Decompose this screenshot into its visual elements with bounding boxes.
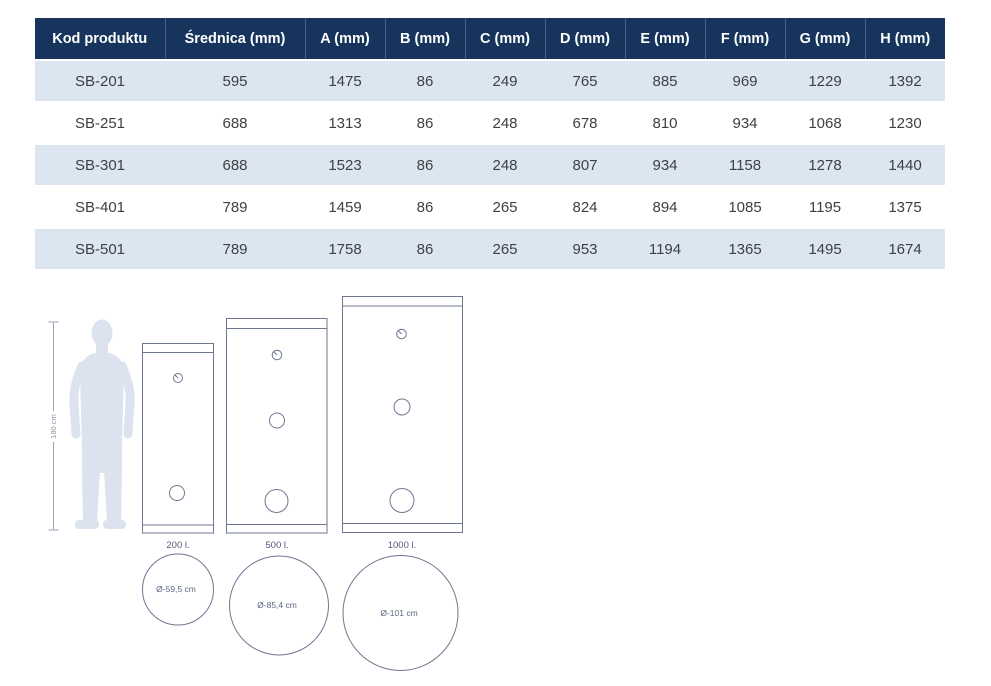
table-cell: 249 — [465, 60, 545, 103]
table-cell: SB-301 — [35, 144, 165, 187]
column-header: Średnica (mm) — [164, 18, 305, 61]
table-cell: 1365 — [705, 228, 785, 271]
table-cell: 265 — [465, 186, 545, 229]
human-figure-silhouette — [69, 319, 135, 529]
footprint-circles — [142, 553, 459, 671]
table-cell: 1440 — [865, 144, 945, 187]
table-cell: 969 — [705, 60, 785, 103]
size-comparison-diagram: 180 cm 200 l. — [48, 296, 463, 671]
table-cell: 1758 — [305, 228, 385, 271]
header-row: Kod produktu Średnica (mm) A (mm) B (mm)… — [35, 18, 945, 61]
footprint-circle-1000l — [342, 555, 459, 671]
table-cell: 1278 — [785, 144, 865, 187]
tank-500l — [226, 318, 328, 534]
table-cell: SB-251 — [35, 102, 165, 145]
column-header: E (mm) — [624, 18, 705, 61]
port-circle-large — [169, 485, 185, 501]
table-row: SB-501 789 1758 86 265 953 1194 1365 149… — [35, 228, 945, 271]
table-cell: 248 — [465, 144, 545, 187]
diameter-label: Ø-101 cm — [380, 608, 417, 618]
tank-label: 500 l. — [265, 540, 288, 551]
table-row: SB-401 789 1459 86 265 824 894 1085 1195… — [35, 186, 945, 229]
gauge-icon — [396, 328, 407, 340]
tank-outline — [142, 343, 214, 534]
table-cell: 810 — [625, 102, 705, 145]
height-dimension-line — [48, 321, 59, 531]
tank-label: 1000 l. — [388, 540, 417, 551]
table-cell: 1068 — [785, 102, 865, 145]
table-cell: 678 — [545, 102, 625, 145]
table-cell: 1229 — [785, 60, 865, 103]
table-cell: 1674 — [865, 228, 945, 271]
gauge-icon — [271, 349, 283, 361]
table-cell: SB-501 — [35, 228, 165, 271]
table-cell: 765 — [545, 60, 625, 103]
tank-label: 200 l. — [166, 540, 189, 551]
table-cell: 807 — [545, 144, 625, 187]
table-cell: 86 — [385, 144, 465, 187]
table-cell: 86 — [385, 186, 465, 229]
column-header: Kod produktu — [35, 18, 165, 61]
table-cell: 789 — [165, 228, 305, 271]
table-cell: 1085 — [705, 186, 785, 229]
table-cell: 595 — [165, 60, 305, 103]
column-header: B (mm) — [384, 18, 465, 61]
tank-200l — [142, 343, 214, 534]
height-label: 180 cm — [49, 414, 58, 439]
product-spec-table: Kod produktu Średnica (mm) A (mm) B (mm)… — [35, 18, 945, 271]
port-circle-large — [389, 488, 415, 513]
table-cell: 1523 — [305, 144, 385, 187]
table-cell: 1194 — [625, 228, 705, 271]
diameter-label: Ø-59,5 cm — [156, 584, 196, 594]
table-cell: 86 — [385, 228, 465, 271]
table-cell: 934 — [625, 144, 705, 187]
table-cell: 1495 — [785, 228, 865, 271]
diameter-label: Ø-85,4 cm — [257, 600, 297, 610]
table-cell: 248 — [465, 102, 545, 145]
footprint-circle-500l — [229, 555, 329, 656]
table-cell: 1158 — [705, 144, 785, 187]
table-cell: 1392 — [865, 60, 945, 103]
gauge-icon — [173, 373, 183, 383]
table-cell: SB-401 — [35, 186, 165, 229]
table-cell: 1475 — [305, 60, 385, 103]
table-cell: 1195 — [785, 186, 865, 229]
column-header: D (mm) — [544, 18, 625, 61]
table-cell: 885 — [625, 60, 705, 103]
table-cell: 1313 — [305, 102, 385, 145]
table-row: SB-201 595 1475 86 249 765 885 969 1229 … — [35, 60, 945, 103]
column-header: H (mm) — [864, 18, 945, 61]
table-cell: 265 — [465, 228, 545, 271]
table-cell: 688 — [165, 102, 305, 145]
column-header: F (mm) — [704, 18, 785, 61]
tank-1000l — [342, 296, 463, 533]
table-cell: 953 — [545, 228, 625, 271]
table-row: SB-251 688 1313 86 248 678 810 934 1068 … — [35, 102, 945, 145]
table-cell: 688 — [165, 144, 305, 187]
table-cell: SB-201 — [35, 60, 165, 103]
port-circle-mid — [393, 398, 411, 416]
table-cell: 1375 — [865, 186, 945, 229]
table-cell: 789 — [165, 186, 305, 229]
column-header: C (mm) — [464, 18, 545, 61]
table-cell: 1459 — [305, 186, 385, 229]
port-circle-mid — [269, 412, 285, 429]
table-cell: 894 — [625, 186, 705, 229]
table-cell: 1230 — [865, 102, 945, 145]
table-row: SB-301 688 1523 86 248 807 934 1158 1278… — [35, 144, 945, 187]
column-header: G (mm) — [784, 18, 865, 61]
table-cell: 86 — [385, 102, 465, 145]
port-circle-large — [264, 489, 289, 513]
footprint-circle-200l — [142, 553, 214, 626]
table-cell: 824 — [545, 186, 625, 229]
table-cell: 86 — [385, 60, 465, 103]
table-cell: 934 — [705, 102, 785, 145]
column-header: A (mm) — [304, 18, 385, 61]
